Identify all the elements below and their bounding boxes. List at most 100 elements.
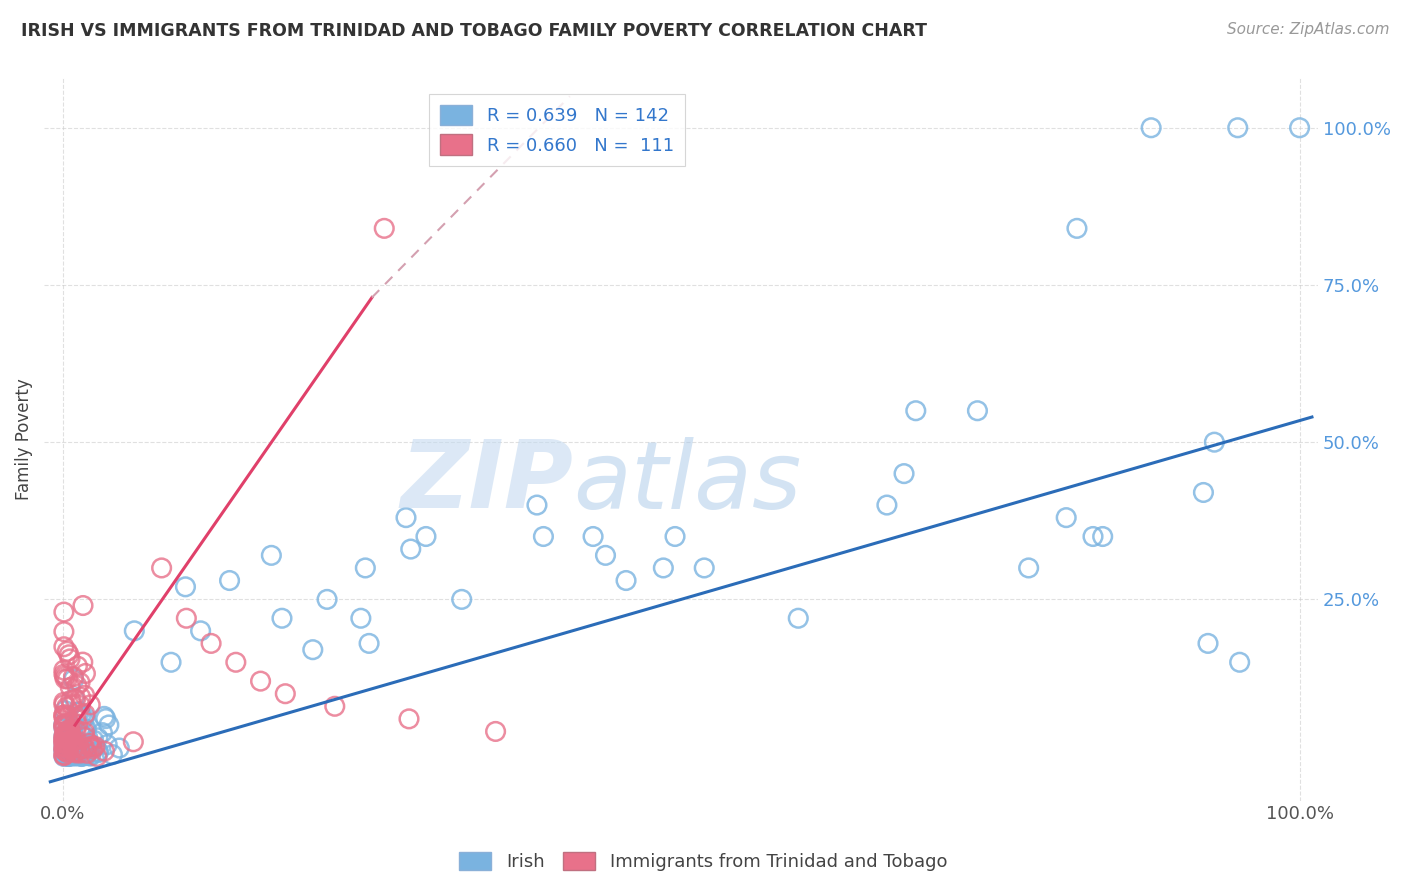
Point xyxy=(66,705,89,719)
Point xyxy=(60,732,83,747)
Point xyxy=(122,735,145,749)
Point xyxy=(52,720,75,734)
Point xyxy=(274,687,297,701)
Point xyxy=(93,709,115,723)
Point xyxy=(484,724,506,739)
Point xyxy=(73,725,96,739)
Legend: R = 0.639   N = 142, R = 0.660   N =  111: R = 0.639 N = 142, R = 0.660 N = 111 xyxy=(429,94,685,166)
Point xyxy=(52,710,75,724)
Point xyxy=(72,741,94,756)
Point xyxy=(53,717,76,731)
Point xyxy=(323,699,346,714)
Point xyxy=(84,740,107,755)
Point xyxy=(79,698,101,712)
Point xyxy=(395,510,418,524)
Point xyxy=(52,742,75,756)
Point xyxy=(1197,636,1219,650)
Point xyxy=(58,739,80,753)
Point xyxy=(260,549,283,563)
Point xyxy=(271,611,294,625)
Point xyxy=(533,529,555,543)
Point xyxy=(72,655,94,669)
Point xyxy=(72,712,94,726)
Point xyxy=(53,740,76,755)
Point xyxy=(59,735,82,749)
Point xyxy=(75,723,97,737)
Point xyxy=(354,561,377,575)
Point xyxy=(53,710,76,724)
Point xyxy=(52,695,75,709)
Point xyxy=(58,723,80,738)
Point xyxy=(876,498,898,512)
Point xyxy=(70,728,93,742)
Point xyxy=(55,700,77,714)
Point xyxy=(80,739,103,754)
Point xyxy=(52,743,75,757)
Point xyxy=(150,561,173,575)
Point xyxy=(69,741,91,756)
Point xyxy=(62,738,84,752)
Point xyxy=(83,733,105,747)
Point xyxy=(69,698,91,713)
Text: Source: ZipAtlas.com: Source: ZipAtlas.com xyxy=(1226,22,1389,37)
Point xyxy=(59,730,82,744)
Point xyxy=(52,736,75,750)
Point xyxy=(53,672,76,686)
Point xyxy=(595,549,617,563)
Point xyxy=(77,736,100,750)
Point xyxy=(59,716,82,731)
Point xyxy=(70,749,93,764)
Point xyxy=(62,748,84,763)
Point xyxy=(65,712,87,726)
Point xyxy=(55,731,77,745)
Point xyxy=(59,693,82,707)
Point xyxy=(52,744,75,758)
Point xyxy=(59,745,82,759)
Point xyxy=(69,690,91,705)
Point xyxy=(62,741,84,756)
Point xyxy=(65,745,87,759)
Point xyxy=(53,728,76,742)
Point xyxy=(59,732,82,747)
Point xyxy=(59,735,82,749)
Point xyxy=(1204,435,1226,450)
Point xyxy=(160,655,183,669)
Point xyxy=(87,745,110,759)
Point xyxy=(60,747,83,761)
Point xyxy=(69,705,91,719)
Point xyxy=(67,742,90,756)
Legend: Irish, Immigrants from Trinidad and Tobago: Irish, Immigrants from Trinidad and Toba… xyxy=(451,845,955,879)
Point xyxy=(56,740,79,755)
Point xyxy=(62,739,84,754)
Point xyxy=(124,624,146,638)
Point xyxy=(87,746,110,760)
Point xyxy=(53,669,76,683)
Point xyxy=(73,741,96,756)
Point xyxy=(73,731,96,745)
Point xyxy=(1229,655,1251,669)
Point xyxy=(69,675,91,690)
Point xyxy=(966,403,988,417)
Point xyxy=(60,698,83,712)
Point xyxy=(65,744,87,758)
Point xyxy=(60,747,83,761)
Point xyxy=(1018,561,1040,575)
Point xyxy=(93,744,115,758)
Point xyxy=(69,726,91,740)
Point xyxy=(69,746,91,760)
Point xyxy=(96,738,118,752)
Point xyxy=(73,747,96,761)
Point xyxy=(52,729,75,743)
Point xyxy=(56,746,79,760)
Point xyxy=(176,611,198,625)
Point xyxy=(60,732,83,747)
Point xyxy=(218,574,240,588)
Point xyxy=(52,640,75,654)
Point xyxy=(614,574,637,588)
Point xyxy=(56,723,79,738)
Point xyxy=(62,673,84,687)
Point xyxy=(59,746,82,760)
Point xyxy=(62,670,84,684)
Point xyxy=(52,605,75,619)
Point xyxy=(1226,120,1249,135)
